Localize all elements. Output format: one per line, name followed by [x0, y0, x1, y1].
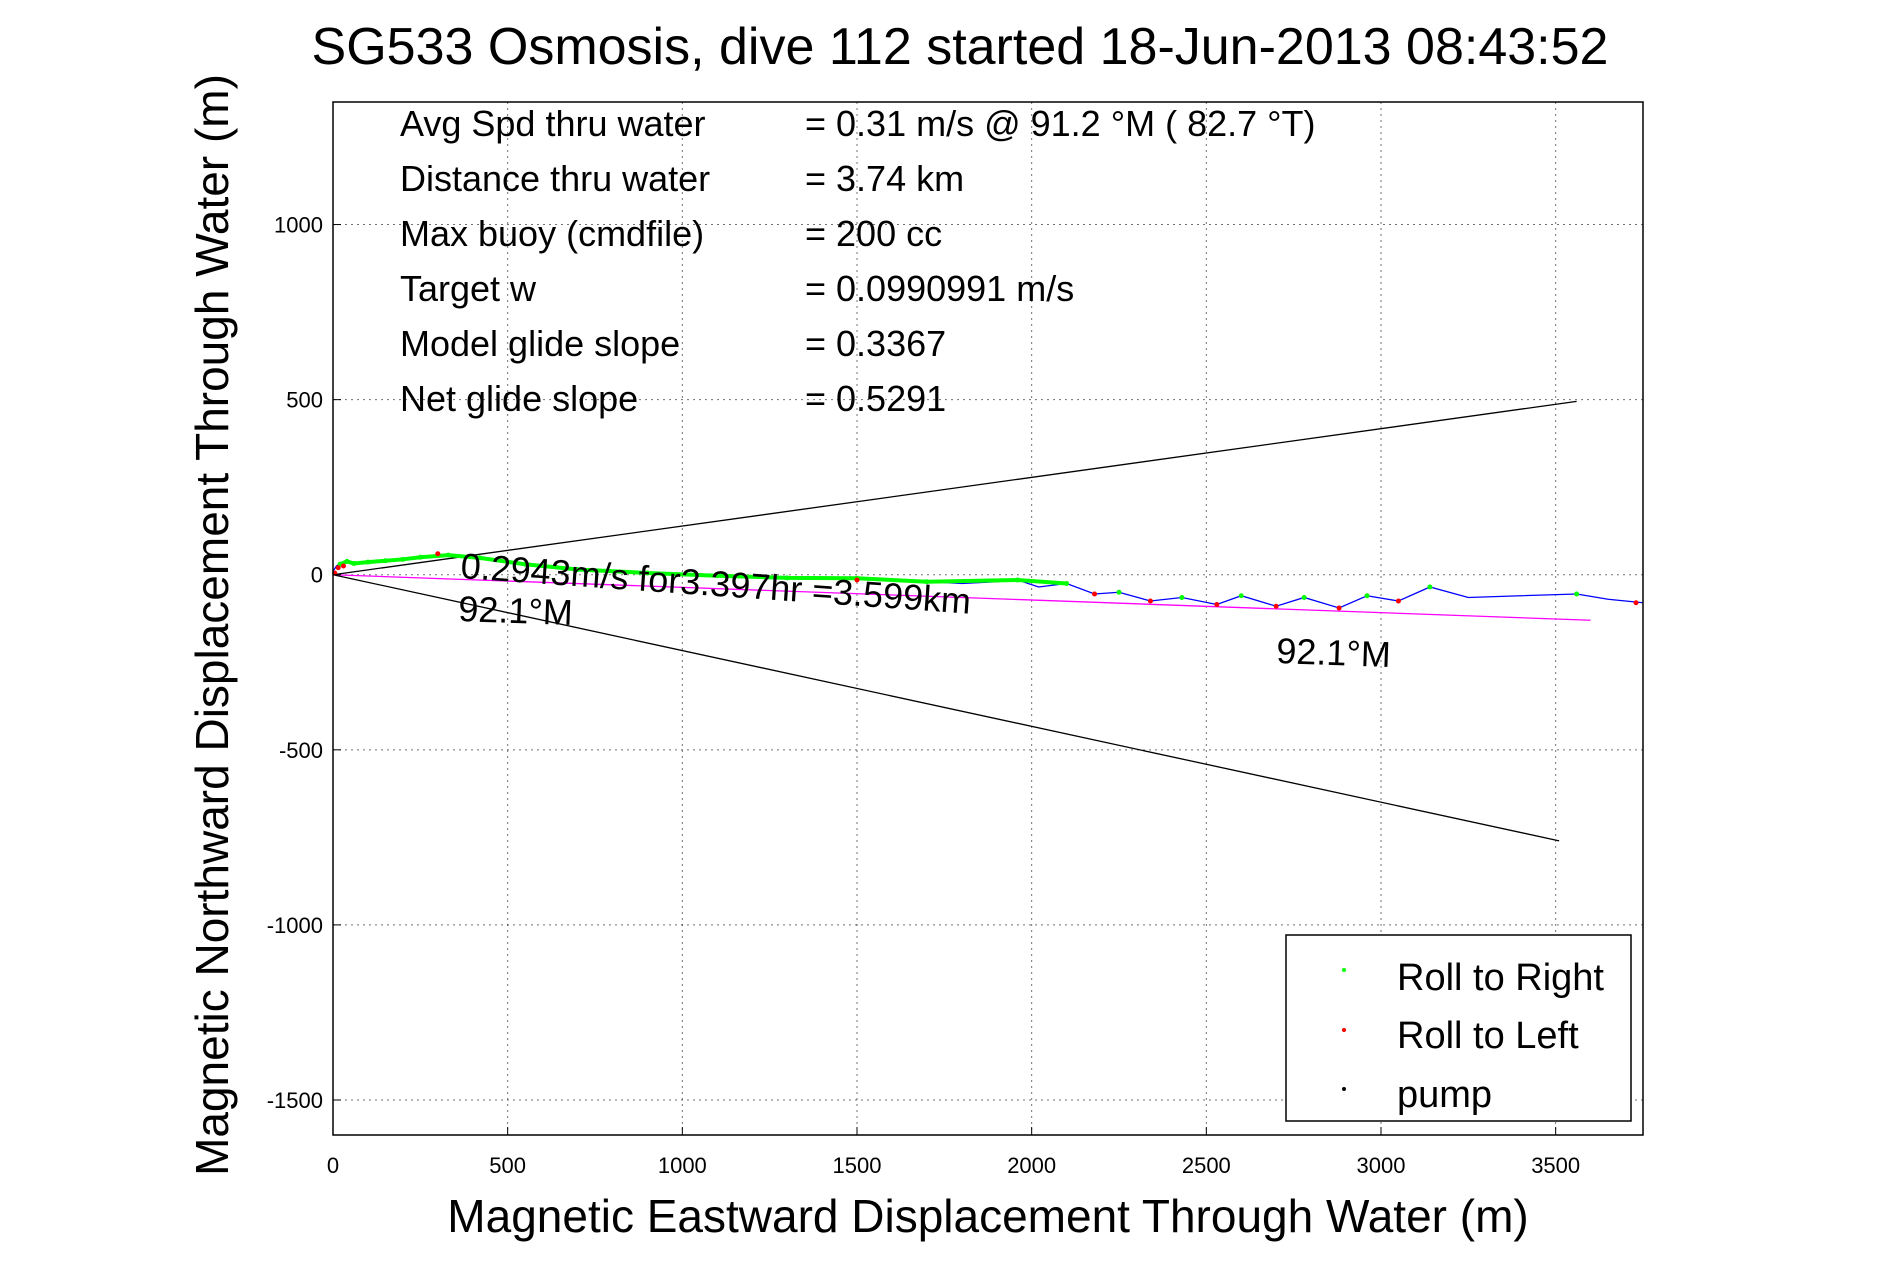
x-tick-label: 1000 [658, 1153, 707, 1178]
chart-title: SG533 Osmosis, dive 112 started 18-Jun-2… [312, 18, 1609, 76]
roll-left-point [1336, 605, 1342, 611]
reference-line [332, 400, 1577, 576]
x-tick-label: 3500 [1531, 1153, 1580, 1178]
heading-annotation-start: 92.1°M [458, 588, 574, 633]
roll-points [332, 551, 1639, 611]
x-tick-label: 2500 [1182, 1153, 1231, 1178]
roll-right-point [1116, 589, 1122, 595]
legend-roll-right-marker [1342, 968, 1346, 972]
roll-right-point [784, 575, 790, 581]
stat-value: = 0.5291 [805, 378, 946, 419]
roll-right-point [1064, 580, 1070, 586]
roll-right-point [417, 554, 423, 560]
legend-pump-label: pump [1397, 1074, 1492, 1116]
roll-right-point [445, 552, 451, 558]
roll-right-point [522, 561, 528, 567]
x-axis-label: Magnetic Eastward Displacement Through W… [447, 1190, 1528, 1242]
stat-label: Target w [400, 268, 537, 309]
x-tick-label: 2000 [1007, 1153, 1056, 1178]
legend: Roll to Right Roll to Left pump [1285, 934, 1632, 1122]
legend-roll-left-label: Roll to Left [1397, 1015, 1579, 1057]
roll-right-point [924, 579, 930, 585]
stat-label: Net glide slope [400, 378, 638, 419]
roll-right-point [714, 573, 720, 579]
stat-label: Model glide slope [400, 323, 680, 364]
roll-right-point [344, 558, 350, 564]
roll-right-point [1179, 594, 1185, 600]
roll-right-point [1301, 594, 1307, 600]
stat-label: Max buoy (cmdfile) [400, 213, 704, 254]
roll-right-point [644, 570, 650, 576]
stat-label: Distance thru water [400, 158, 710, 199]
stat-value: = 200 cc [805, 213, 942, 254]
y-tick-label: 0 [311, 563, 323, 588]
y-tick-label: 1000 [274, 213, 323, 238]
x-tick-label: 3000 [1357, 1153, 1406, 1178]
roll-right-point [1574, 591, 1580, 597]
roll-left-point [1214, 601, 1220, 607]
roll-right-point [1427, 584, 1433, 590]
roll-left-point [340, 563, 346, 569]
axis-ticks: 0 500 1000 1500 2000 2500 3000 3500 -1500 -1000 -5… [267, 213, 1580, 1178]
y-tick-label: -1000 [267, 913, 323, 938]
x-tick-label: 1500 [833, 1153, 882, 1178]
x-tick-label: 0 [327, 1153, 339, 1178]
roll-right-point [365, 559, 371, 565]
legend-pump-marker [1342, 1087, 1346, 1091]
stats-block: Avg Spd thru water = 0.31 m/s @ 91.2 °M (… [400, 103, 1316, 419]
stat-value: = 0.0990991 m/s [805, 268, 1074, 309]
roll-right-point [575, 566, 581, 572]
plot-frame [332, 101, 1644, 1136]
y-axis-label: Magnetic Northward Displacement Through … [186, 74, 238, 1176]
roll-left-point [1395, 598, 1401, 604]
legend-roll-left-marker [1342, 1028, 1346, 1032]
roll-right-point [1015, 577, 1021, 583]
legend-roll-right-label: Roll to Right [1397, 957, 1604, 999]
y-tick-label: -500 [279, 738, 323, 763]
x-tick-label: 500 [489, 1153, 526, 1178]
roll-right-point [400, 556, 406, 562]
stat-value: = 0.3367 [805, 323, 946, 364]
roll-left-point [1633, 600, 1639, 606]
y-tick-label: 500 [286, 388, 323, 413]
roll-left-point [1147, 598, 1153, 604]
reference-line [332, 574, 1591, 621]
stat-value: = 0.31 m/s @ 91.2 °M ( 82.7 °T) [805, 103, 1316, 144]
stat-label: Avg Spd thru water [400, 103, 706, 144]
roll-left-point [1092, 591, 1098, 597]
roll-right-point [1238, 593, 1244, 599]
y-tick-label: -1500 [267, 1088, 323, 1113]
roll-right-point [382, 558, 388, 564]
stat-value: = 3.74 km [805, 158, 964, 199]
roll-right-point [477, 555, 483, 561]
reference-lines [332, 400, 1591, 842]
roll-left-point [854, 577, 860, 583]
heading-annotation-end: 92.1°M [1276, 630, 1392, 675]
reference-line [332, 574, 1560, 842]
roll-right-point [1364, 593, 1370, 599]
roll-left-point [335, 565, 341, 571]
roll-left-point [435, 551, 441, 557]
roll-right-point [351, 561, 357, 567]
roll-left-point [1273, 603, 1279, 609]
